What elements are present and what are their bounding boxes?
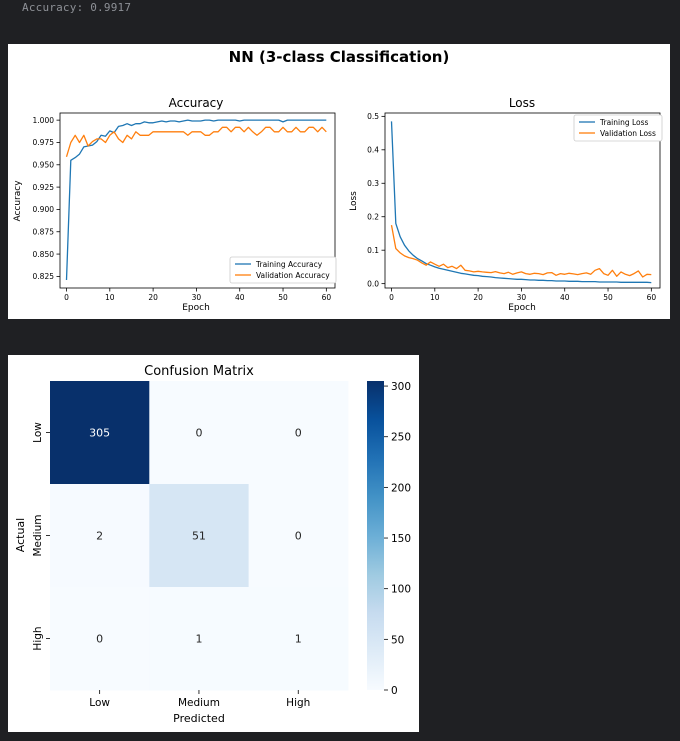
heatmap-cell: [149, 381, 250, 485]
heatmap-cell-value: 1: [295, 633, 302, 646]
accuracy-legend-box: [229, 256, 337, 284]
heatmap-cell-value: 0: [295, 427, 302, 440]
x-tick-label: Low: [89, 697, 110, 709]
accuracy-y-axis-label: Accuracy: [13, 180, 23, 222]
accuracy-chart-title: Accuracy: [169, 96, 224, 110]
heatmap-cell-value: 1: [195, 633, 202, 646]
loss-x-tick-label: 20: [473, 293, 483, 302]
y-tick-label: High: [32, 626, 44, 650]
loss-subplot: Loss 0 10 20 30 40 50 60 0.0 0.1 0.2 0.3 0.4 0.5 Epo…: [349, 96, 663, 313]
y-tick-label: Low: [32, 422, 44, 443]
loss-x-tick-label: 60: [647, 293, 657, 302]
heatmap-cell-value: 0: [96, 633, 103, 646]
accuracy-x-tick-label: 20: [148, 293, 158, 302]
loss-y-tick-label: 0.0: [367, 279, 379, 288]
y-tick-label: Medium: [32, 515, 44, 557]
heatmap-cell: [149, 484, 250, 588]
confusion-matrix-title: Confusion Matrix: [144, 364, 254, 379]
accuracy-x-tick-label: 30: [192, 293, 202, 302]
accuracy-x-tick-label: 10: [105, 293, 115, 302]
loss-legend-label-training: Training Loss: [599, 118, 649, 127]
heatmap-cell: [50, 484, 150, 588]
confusion-matrix-figure: Confusion Matrix 305 0 0 2 51 0 0 1 1 Low Medium Hi…: [8, 355, 419, 732]
heatmap-cell-value: 51: [192, 530, 206, 543]
colorbar-tick-label: 50: [391, 634, 404, 646]
x-tick-label: Medium: [178, 697, 220, 709]
accuracy-series-line-training: [65, 119, 327, 281]
colorbar-tick-label: 100: [391, 584, 411, 596]
loss-x-tick-label: 0: [389, 293, 394, 302]
accuracy-legend-label-validation: Validation Accuracy: [256, 271, 330, 280]
heatmap-cell-value: 305: [89, 427, 110, 440]
loss-x-axis-label: Epoch: [508, 303, 536, 313]
accuracy-subplot: Accuracy 0 10 20 30 40 50 60 0.825 0.850 0.875 0.9…: [13, 96, 337, 313]
loss-plot-area: 0 10 20 30 40 50 60 0.0 0.1 0.2 0.3 0.4 0.5: [367, 112, 661, 302]
loss-legend-label-validation: Validation Loss: [600, 129, 656, 138]
accuracy-axes-frame: [59, 112, 336, 289]
accuracy-x-tick-label: 40: [235, 293, 245, 302]
confusion-matrix-x-axis-label: Predicted: [173, 712, 225, 725]
colorbar-tick-label: 0: [391, 685, 398, 697]
accuracy-y-tick-label: 0.950: [33, 160, 55, 169]
accuracy-x-tick-label: 50: [278, 293, 288, 302]
figure-title: NN (3-class Classification): [229, 48, 450, 66]
loss-y-axis-label: Loss: [349, 191, 359, 211]
accuracy-y-tick-label: 0.875: [33, 227, 55, 236]
heatmap-cell-value: 2: [96, 530, 103, 543]
accuracy-y-tick-label: 0.975: [33, 138, 55, 147]
accuracy-legend: Training Accuracy Validation Accuracy: [229, 256, 337, 284]
loss-chart-title: Loss: [509, 96, 535, 110]
accuracy-y-tick-label: 0.900: [33, 205, 55, 214]
colorbar-gradient: [367, 381, 384, 690]
colorbar-tick-label: 150: [391, 533, 411, 545]
heatmap-cell: [248, 381, 349, 485]
loss-axes-frame: [384, 112, 661, 289]
accuracy-x-tick-label: 60: [322, 293, 332, 302]
loss-x-tick-label: 50: [603, 293, 613, 302]
heatmap-cell-value: 0: [295, 530, 302, 543]
accuracy-plot-area: 0 10 20 30 40 50 60 0.825 0.850 0.875 0.900 0.925 0.…: [33, 112, 336, 302]
console-output: Accuracy: 0.9917: [22, 1, 132, 14]
loss-x-tick-label: 10: [430, 293, 440, 302]
training-curves-figure: NN (3-class Classification) Accuracy 0 10…: [8, 44, 670, 319]
accuracy-series-line-validation: [65, 126, 327, 157]
loss-y-tick-label: 0.2: [367, 212, 379, 221]
training-curves-svg: NN (3-class Classification) Accuracy 0 10…: [13, 48, 663, 313]
accuracy-legend-label-training: Training Accuracy: [255, 260, 323, 269]
accuracy-y-tick-label: 1.000: [33, 116, 55, 125]
x-tick-label: High: [286, 697, 310, 709]
colorbar-tick-label: 250: [391, 432, 411, 444]
heatmap-cell: [248, 587, 349, 691]
loss-y-tick-label: 0.3: [367, 179, 379, 188]
accuracy-y-tick-label: 0.925: [33, 183, 55, 192]
colorbar: 0 50 100 150 200 250 300: [367, 381, 411, 697]
heatmap-cell-value: 0: [195, 427, 202, 440]
loss-legend: Training Loss Validation Loss: [573, 114, 663, 142]
colorbar-tick-label: 300: [391, 381, 411, 393]
loss-y-tick-label: 0.5: [367, 112, 379, 121]
loss-series-line-training: [390, 121, 652, 284]
loss-y-tick-label: 0.4: [367, 146, 379, 155]
loss-x-tick-label: 30: [517, 293, 527, 302]
loss-y-tick-label: 0.1: [367, 246, 379, 255]
confusion-matrix-svg: Confusion Matrix 305 0 0 2 51 0 0 1 1 Low Medium Hi…: [14, 364, 411, 725]
accuracy-y-tick-label: 0.825: [33, 272, 55, 281]
accuracy-x-tick-label: 0: [64, 293, 69, 302]
confusion-matrix-y-axis-label: Actual: [14, 518, 27, 552]
heatmap-cell: [248, 484, 349, 588]
heatmap-cell: [50, 381, 150, 485]
loss-legend-box: [573, 114, 663, 142]
confusion-matrix-cells: 305 0 0 2 51 0 0 1 1 Low Medium High Low Medium High: [32, 381, 349, 709]
colorbar-tick-label: 200: [391, 482, 411, 494]
heatmap-cell: [149, 587, 250, 691]
heatmap-cell: [50, 587, 150, 691]
colorbar-ticks: 0 50 100 150 200 250 300: [384, 381, 411, 697]
loss-series-line-validation: [390, 224, 652, 278]
loss-x-tick-label: 40: [560, 293, 570, 302]
accuracy-y-tick-label: 0.850: [33, 250, 55, 259]
accuracy-x-axis-label: Epoch: [182, 303, 210, 313]
